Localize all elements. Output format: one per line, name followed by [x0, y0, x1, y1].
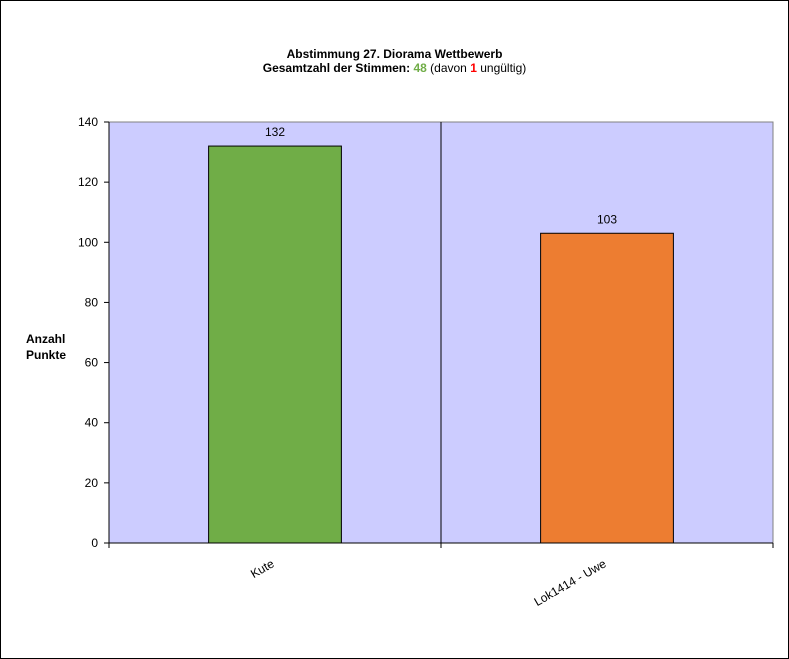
x-tick-label: Lok1414 - Uwe: [532, 556, 609, 609]
y-axis-label: Anzahl Punkte: [26, 331, 66, 363]
total-votes-value: 48: [413, 61, 427, 75]
data-label: 132: [265, 125, 285, 139]
y-tick-label: 120: [78, 175, 98, 189]
invalid-prefix: (davon: [430, 61, 467, 75]
bar-1: [208, 145, 342, 544]
chart-title: Abstimmung 27. Diorama Wettbewerb Gesamt…: [0, 47, 789, 75]
y-tick-label: 80: [85, 295, 99, 309]
invalid-suffix: ungültig): [480, 61, 527, 75]
y-tick-label: 100: [78, 235, 98, 249]
y-axis-label-line2: Punkte: [26, 348, 67, 362]
invalid-votes-value: 1: [470, 61, 477, 75]
y-tick-label: 40: [85, 416, 99, 430]
total-votes-label: Gesamtzahl der Stimmen:: [262, 61, 411, 75]
chart-title-line2: Gesamtzahl der Stimmen: 48 (davon 1 ungü…: [0, 61, 789, 75]
x-tick-label: Kute: [248, 556, 277, 581]
chart-title-line1: Abstimmung 27. Diorama Wettbewerb: [286, 47, 503, 61]
y-tick-label: 20: [85, 476, 99, 490]
bar-2: [540, 232, 674, 544]
y-tick-label: 60: [85, 356, 99, 370]
y-tick-label: 0: [91, 536, 98, 550]
y-axis-label-line1: Anzahl: [26, 332, 66, 346]
y-tick-label: 140: [78, 115, 98, 129]
data-label: 103: [597, 212, 617, 226]
